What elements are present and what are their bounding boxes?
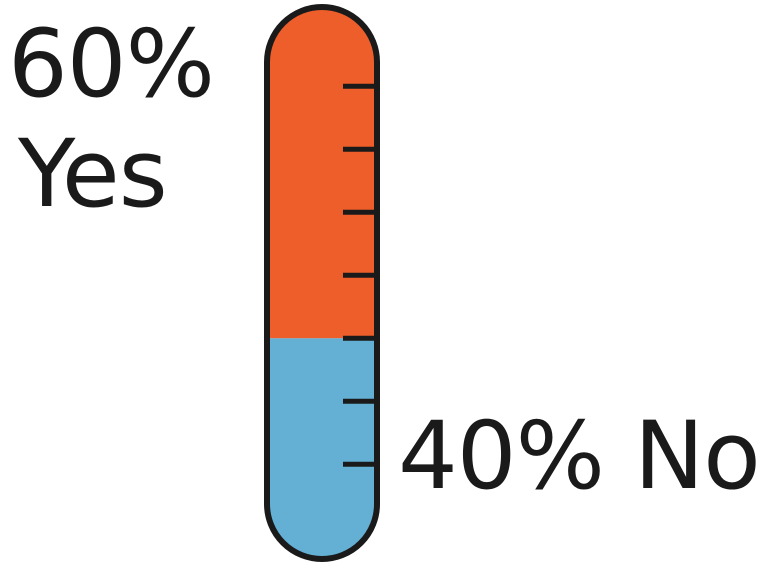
no-percent-label: 40% xyxy=(398,402,605,511)
no-segment xyxy=(267,338,377,559)
yes-category-label: Yes xyxy=(18,120,168,229)
yes-segment xyxy=(267,7,377,339)
no-category-label: No xyxy=(633,402,761,511)
thermometer-outline xyxy=(264,4,380,562)
tube-fill-group xyxy=(267,7,377,559)
tick-marks xyxy=(343,83,377,467)
yes-percent-label: 60% xyxy=(8,10,215,119)
no-label-group: 40% No xyxy=(398,410,761,504)
